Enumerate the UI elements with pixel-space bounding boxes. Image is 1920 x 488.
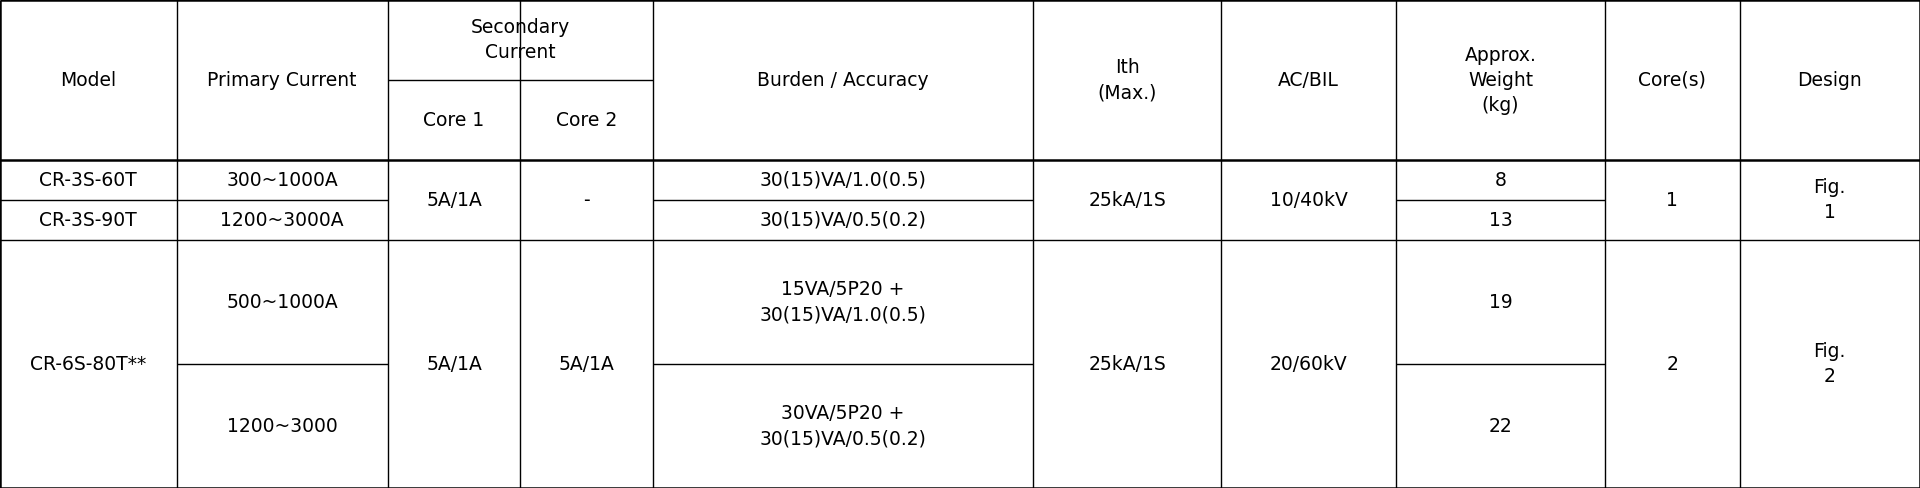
Text: 30(15)VA/1.0(0.5): 30(15)VA/1.0(0.5) [760,171,925,189]
Text: -: - [584,191,589,209]
Text: 300~1000A: 300~1000A [227,171,338,189]
Text: Design: Design [1797,71,1862,89]
Text: 30(15)VA/0.5(0.2): 30(15)VA/0.5(0.2) [760,211,925,229]
Text: 20/60kV: 20/60kV [1269,355,1348,373]
Text: 15VA/5P20 +
30(15)VA/1.0(0.5): 15VA/5P20 + 30(15)VA/1.0(0.5) [760,280,925,324]
Text: Primary Current: Primary Current [207,71,357,89]
Text: Core 1: Core 1 [424,111,484,129]
Text: Approx.
Weight
(kg): Approx. Weight (kg) [1465,45,1536,115]
Text: 500~1000A: 500~1000A [227,293,338,311]
Text: Model: Model [60,71,117,89]
Text: Burden / Accuracy: Burden / Accuracy [756,71,929,89]
Text: CR-6S-80T**: CR-6S-80T** [31,355,146,373]
Text: 10/40kV: 10/40kV [1269,191,1348,209]
Text: CR-3S-90T: CR-3S-90T [40,211,136,229]
Text: 19: 19 [1488,293,1513,311]
Text: 13: 13 [1488,211,1513,229]
Text: 5A/1A: 5A/1A [426,355,482,373]
Text: Ith
(Max.): Ith (Max.) [1098,58,1156,102]
Text: Core(s): Core(s) [1638,71,1707,89]
Text: 22: 22 [1488,417,1513,435]
Text: 30VA/5P20 +
30(15)VA/0.5(0.2): 30VA/5P20 + 30(15)VA/0.5(0.2) [760,404,925,448]
Text: 8: 8 [1494,171,1507,189]
Text: 25kA/1S: 25kA/1S [1089,355,1165,373]
Text: 5A/1A: 5A/1A [559,355,614,373]
Text: 2: 2 [1667,355,1678,373]
Text: 25kA/1S: 25kA/1S [1089,191,1165,209]
Text: Secondary
Current: Secondary Current [470,18,570,62]
Text: Core 2: Core 2 [557,111,616,129]
Text: 5A/1A: 5A/1A [426,191,482,209]
Text: AC/BIL: AC/BIL [1279,71,1338,89]
Text: 1: 1 [1667,191,1678,209]
Text: 1200~3000: 1200~3000 [227,417,338,435]
Text: 1200~3000A: 1200~3000A [221,211,344,229]
Text: Fig.
1: Fig. 1 [1814,178,1845,222]
Text: Fig.
2: Fig. 2 [1814,342,1845,386]
Text: CR-3S-60T: CR-3S-60T [40,171,136,189]
